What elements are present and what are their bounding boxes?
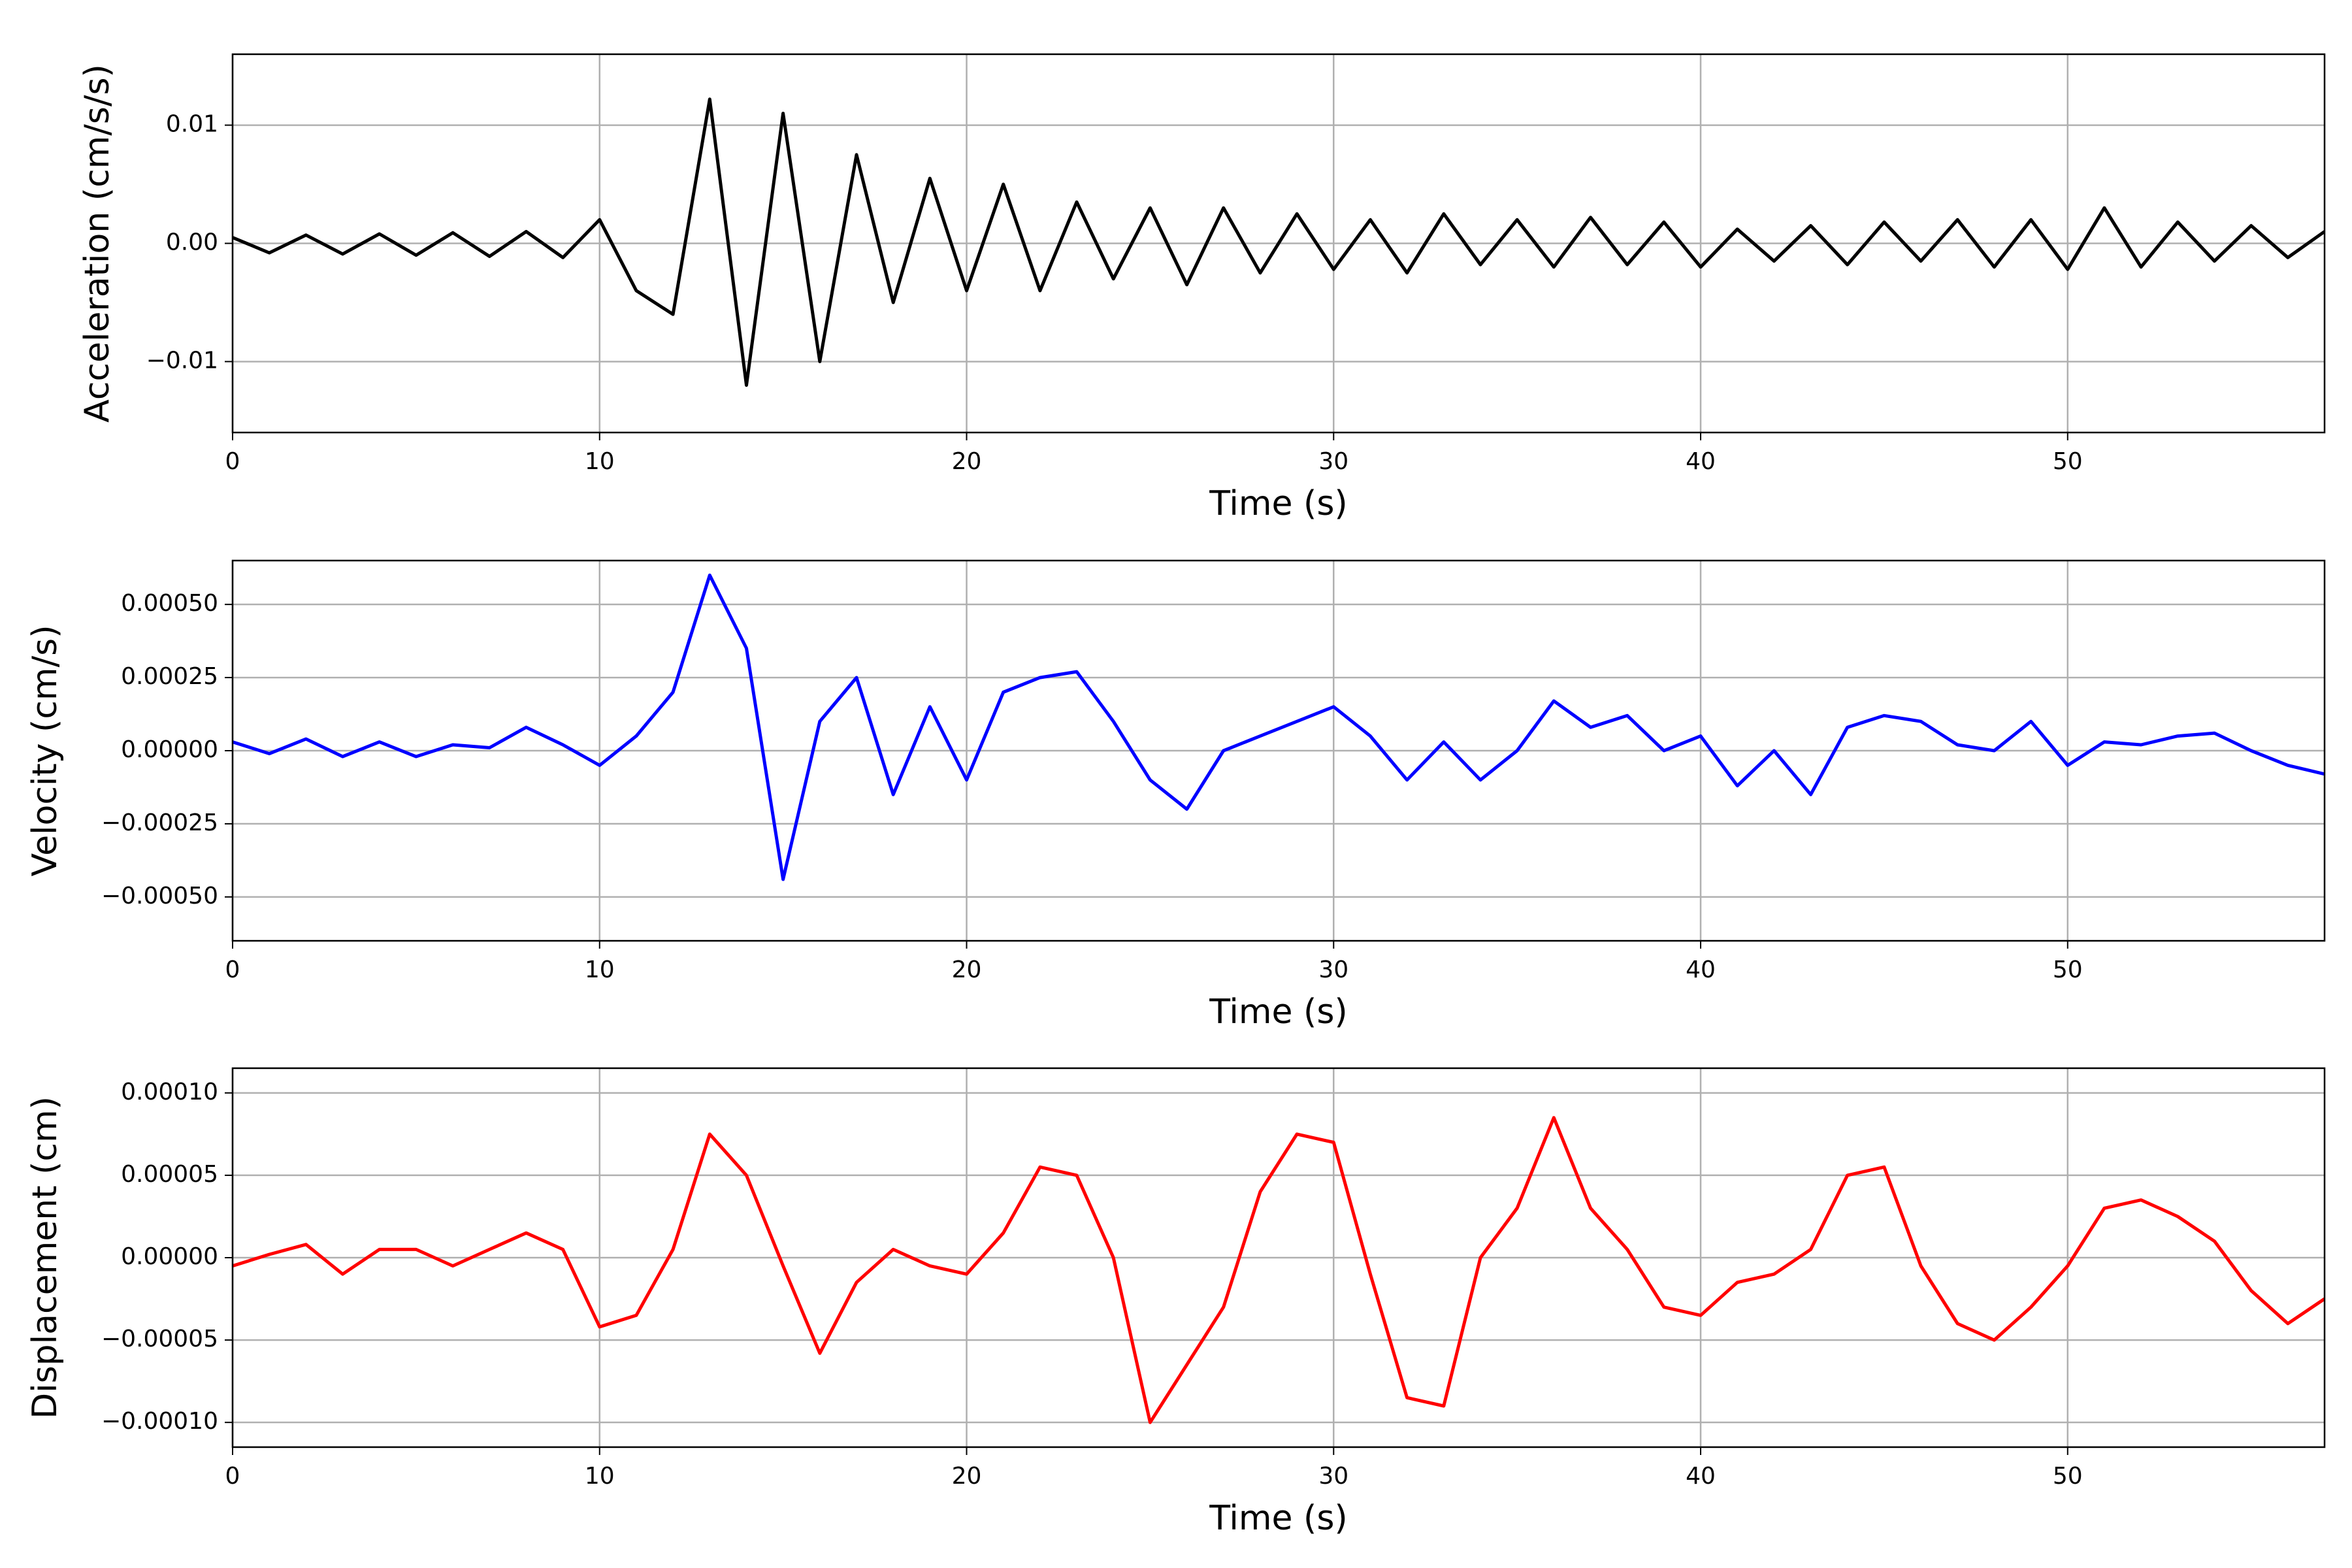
x-tick-label: 10 [585,448,615,475]
x-tick-label: 40 [1686,1463,1716,1490]
x-tick-label: 10 [585,956,615,983]
y-tick-label: 0.00000 [121,736,218,763]
y-tick-label: −0.00050 [101,883,218,909]
y-tick-label: −0.00010 [101,1408,218,1435]
y-tick-label: −0.01 [146,347,218,374]
x-tick-label: 30 [1318,448,1348,475]
x-tick-label: 30 [1318,1463,1348,1490]
x-tick-label: 50 [2053,1463,2083,1490]
y-axis-label: Velocity (cm/s) [25,625,65,877]
x-tick-label: 20 [952,1463,982,1490]
x-tick-label: 0 [225,956,240,983]
data-line [233,573,2325,881]
y-tick-label: 0.01 [166,111,218,138]
x-axis-label: Time (s) [1209,1499,1347,1538]
data-line [233,1116,2325,1424]
x-tick-label: 50 [2053,956,2083,983]
y-tick-label: 0.00005 [121,1161,218,1188]
y-axis-label: Acceleration (cm/s/s) [78,64,117,423]
y-tick-label: 0.00025 [121,663,218,690]
x-tick-label: 0 [225,1463,240,1490]
plot-frame [231,559,2326,942]
y-tick-label: 0.00 [166,229,218,256]
x-tick-label: 40 [1686,448,1716,475]
x-tick-label: 0 [225,448,240,475]
x-axis-label: Time (s) [1209,484,1347,523]
data-line [233,97,2325,387]
y-axis-label: Displacement (cm) [25,1096,65,1419]
plot-frame [231,1067,2326,1448]
x-tick-label: 40 [1686,956,1716,983]
x-axis-label: Time (s) [1209,992,1347,1032]
y-tick-label: 0.00000 [121,1243,218,1270]
y-tick-label: −0.00005 [101,1326,218,1352]
x-tick-label: 10 [585,1463,615,1490]
y-tick-label: 0.00050 [121,590,218,617]
x-tick-label: 50 [2053,448,2083,475]
y-tick-label: 0.00010 [121,1079,218,1105]
x-tick-label: 30 [1318,956,1348,983]
x-tick-label: 20 [952,956,982,983]
y-tick-label: −0.00025 [101,809,218,836]
plot-frame [231,53,2326,434]
x-tick-label: 20 [952,448,982,475]
